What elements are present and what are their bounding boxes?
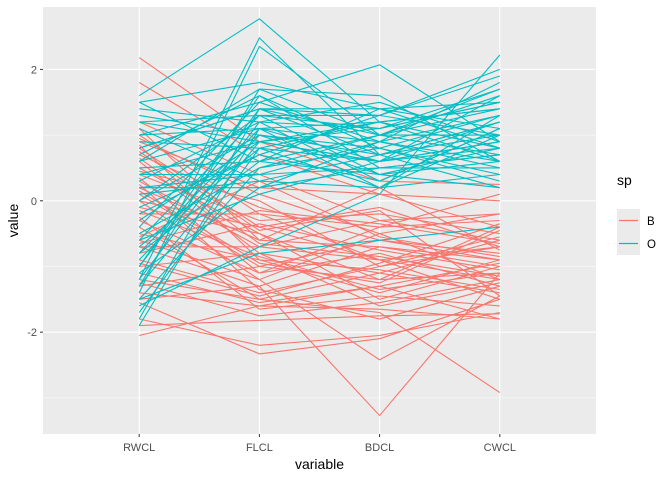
x-tick-label: FLCL bbox=[246, 442, 273, 454]
series-b-line bbox=[138, 180, 500, 258]
legend: sp B O bbox=[617, 172, 656, 255]
y-tick-label: -2 bbox=[27, 327, 37, 339]
series-o-line bbox=[138, 114, 500, 202]
series-o-line bbox=[139, 167, 500, 176]
x-tick-label: RWCL bbox=[123, 442, 155, 454]
series-o-line bbox=[139, 108, 500, 189]
y-tick-label: 0 bbox=[31, 196, 37, 208]
series-b-line bbox=[138, 216, 500, 310]
series-o-line bbox=[138, 114, 500, 241]
series-o-line bbox=[138, 101, 500, 267]
series-o-line bbox=[138, 114, 500, 202]
series-b-line bbox=[139, 223, 500, 271]
x-tick-label: BDCL bbox=[365, 442, 394, 454]
series-o-line bbox=[138, 101, 500, 162]
y-axis-title: value bbox=[5, 204, 21, 238]
legend-label-o: O bbox=[647, 239, 656, 251]
axis-layer: -2 0 2 RWCL FLCL BDCL CWCL bbox=[27, 64, 516, 454]
y-tick-label: 2 bbox=[31, 64, 37, 76]
series-b-line bbox=[138, 298, 500, 355]
series-b-line bbox=[138, 183, 500, 320]
series-b-line bbox=[138, 57, 500, 185]
series-b-line bbox=[139, 170, 500, 268]
series-o-line bbox=[138, 121, 501, 280]
series-b-line bbox=[139, 311, 500, 346]
series-b-line bbox=[138, 121, 500, 222]
series-b-line bbox=[138, 144, 500, 291]
x-axis-title: variable bbox=[295, 456, 344, 472]
series-layer bbox=[138, 18, 501, 417]
series-b-line bbox=[139, 246, 501, 417]
series-b-line bbox=[139, 279, 500, 317]
x-tick-label: CWCL bbox=[484, 442, 516, 454]
series-o-line bbox=[138, 88, 500, 162]
series-o bbox=[138, 18, 501, 326]
series-b-line bbox=[138, 177, 500, 274]
series-b-line bbox=[139, 313, 500, 327]
series-b-line bbox=[138, 200, 501, 361]
legend-title: sp bbox=[617, 172, 632, 188]
series-o-line bbox=[138, 88, 500, 287]
series-o-line bbox=[138, 54, 501, 307]
series-b-line bbox=[139, 279, 501, 394]
series-b-line bbox=[139, 223, 500, 297]
series-b-line bbox=[139, 305, 500, 337]
legend-label-b: B bbox=[647, 216, 655, 228]
series-o-line bbox=[139, 81, 500, 130]
